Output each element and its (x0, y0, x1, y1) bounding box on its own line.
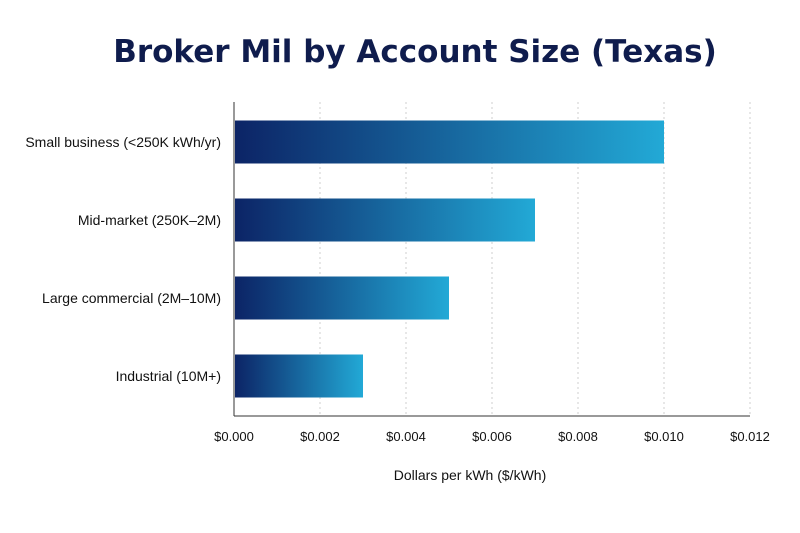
x-tick-label: $0.004 (386, 429, 426, 444)
category-label: Small business (<250K kWh/yr) (25, 134, 221, 150)
x-tick-label: $0.010 (644, 429, 684, 444)
bar (235, 354, 363, 398)
category-labels: Small business (<250K kWh/yr) Mid-market … (25, 134, 221, 384)
category-label: Industrial (10M+) (116, 368, 221, 384)
chart-title: Broker Mil by Account Size (Texas) (113, 34, 717, 70)
category-label: Mid-market (250K–2M) (78, 212, 221, 228)
bar (235, 120, 664, 164)
category-label: Large commercial (2M–10M) (42, 290, 221, 306)
x-tick-label: $0.012 (730, 429, 770, 444)
x-axis-title: Dollars per kWh ($/kWh) (394, 467, 546, 483)
bars (235, 120, 664, 398)
x-tick-label: $0.008 (558, 429, 598, 444)
x-tick-label: $0.006 (472, 429, 512, 444)
axes (233, 102, 750, 417)
bar (235, 198, 535, 242)
x-tick-label: $0.002 (300, 429, 340, 444)
x-tick-labels: $0.000 $0.002 $0.004 $0.006 $0.008 $0.010 $0.0… (214, 429, 770, 444)
x-tick-label: $0.000 (214, 429, 254, 444)
bar (235, 276, 449, 320)
